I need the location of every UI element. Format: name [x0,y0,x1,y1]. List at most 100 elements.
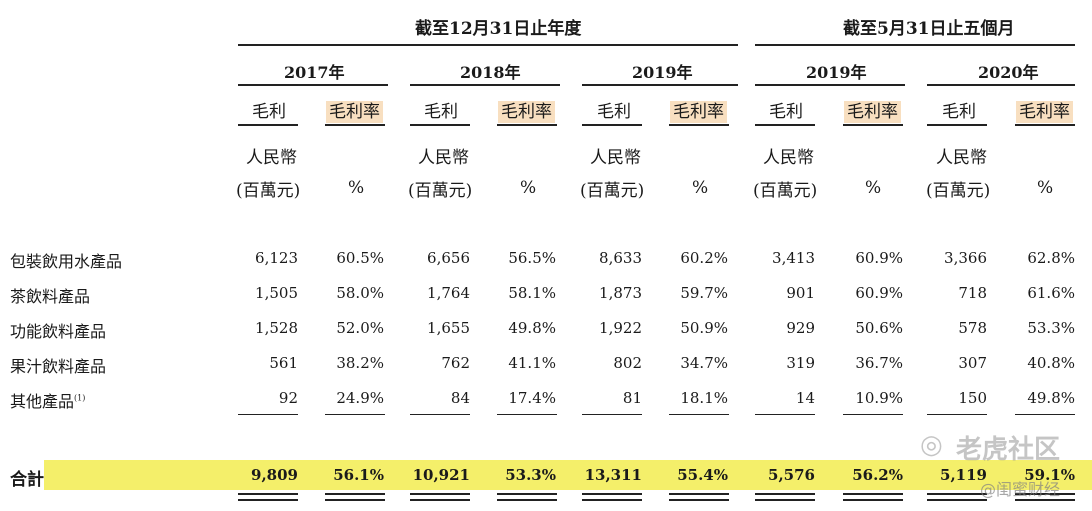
total-double-rule [497,499,557,501]
group-title-year-end: 截至12月31日止年度 [415,19,582,39]
cell-gross-margin: 58.0% [336,284,384,302]
total-gross-margin: 56.2% [852,466,903,484]
total-double-rule [238,499,298,501]
unit-rmb: 人民幣 [763,148,814,168]
unit-millions: (百萬元) [926,181,991,201]
total-double-rule [843,493,903,495]
total-gross-profit: 5,576 [768,466,815,484]
total-gross-margin: 53.3% [505,466,556,484]
total-double-rule [497,493,557,495]
cell-gross-margin: 50.9% [680,319,728,337]
unit-percent: % [348,178,365,198]
cell-gross-margin: 60.2% [680,249,728,267]
group-title-five-months: 截至5月31日止五個月 [843,19,1015,39]
sub-rule [927,124,987,126]
gross-profit-header: 毛利 [942,102,976,122]
row-label: 茶飲料產品 [10,287,91,306]
total-double-rule [410,493,470,495]
cell-gross-margin: 34.7% [680,354,728,372]
unit-rmb: 人民幣 [936,148,987,168]
cell-gross-profit: 307 [958,354,987,372]
subtotal-rule [410,414,470,415]
cell-gross-profit: 561 [269,354,298,372]
sub-rule [1015,124,1075,126]
cell-gross-profit: 150 [958,389,987,407]
year-header-2018: 2018年 [460,63,521,82]
row-label: 功能飲料產品 [10,322,107,341]
subtotal-rule [325,414,385,415]
footnote-marker: (1) [74,393,86,403]
cell-gross-margin: 24.9% [336,389,384,407]
gross-profit-header: 毛利 [769,102,803,122]
year-rule-5 [927,84,1075,86]
sub-rule [410,124,470,126]
cell-gross-profit: 81 [622,389,642,407]
total-double-rule [1015,493,1075,495]
cell-gross-margin: 49.8% [1027,389,1075,407]
total-highlight-band [44,460,1092,490]
cell-gross-profit: 84 [450,389,470,407]
subtotal-rule [582,414,642,415]
total-double-rule [238,493,298,495]
cell-gross-margin: 53.3% [1027,319,1075,337]
unit-millions: (百萬元) [753,181,818,201]
cell-gross-profit: 802 [613,354,642,372]
total-double-rule [843,499,903,501]
cell-gross-profit: 8,633 [599,249,642,267]
total-double-rule [669,499,729,501]
gross-margin-header: 毛利率 [1016,101,1073,123]
cell-gross-margin: 41.1% [508,354,556,372]
sub-rule [843,124,903,126]
gross-profit-header: 毛利 [597,102,631,122]
unit-millions: (百萬元) [408,181,473,201]
unit-millions: (百萬元) [236,181,301,201]
cell-gross-margin: 62.8% [1027,249,1075,267]
watermark-handle: @闺蜜财经 [980,480,1061,499]
total-double-rule [669,493,729,495]
cell-gross-profit: 1,505 [255,284,298,302]
cell-gross-profit: 578 [958,319,987,337]
total-double-rule [755,493,815,495]
cell-gross-profit: 718 [958,284,987,302]
total-double-rule [1015,499,1075,501]
total-double-rule [927,493,987,495]
cell-gross-margin: 40.8% [1027,354,1075,372]
cell-gross-margin: 49.8% [508,319,556,337]
gross-margin-header: 毛利率 [670,101,727,123]
row-label: 其他產品(1) [10,392,86,411]
cell-gross-profit: 3,366 [944,249,987,267]
gross-margin-header: 毛利率 [498,101,555,123]
cell-gross-margin: 60.9% [855,284,903,302]
year-rule-3 [582,84,738,86]
group-rule-2 [755,44,1075,46]
gross-margin-header: 毛利率 [844,101,901,123]
total-gross-profit: 10,921 [412,466,470,484]
total-double-rule [325,499,385,501]
total-double-rule [410,499,470,501]
subtotal-rule [927,414,987,415]
cell-gross-margin: 60.9% [855,249,903,267]
cell-gross-profit: 1,764 [427,284,470,302]
unit-rmb: 人民幣 [418,148,469,168]
cell-gross-profit: 6,656 [427,249,470,267]
unit-rmb: 人民幣 [590,148,641,168]
total-gross-profit: 13,311 [584,466,642,484]
sub-rule [582,124,642,126]
total-double-rule [755,499,815,501]
group-rule-1 [238,44,738,46]
cell-gross-margin: 50.6% [855,319,903,337]
subtotal-rule [755,414,815,415]
cell-gross-margin: 18.1% [680,389,728,407]
row-label: 包裝飲用水產品 [10,252,123,271]
year-rule-1 [238,84,388,86]
year-rule-2 [410,84,560,86]
total-gross-margin: 55.4% [677,466,728,484]
total-gross-profit: 9,809 [251,466,298,484]
gross-profit-header: 毛利 [424,102,458,122]
unit-percent: % [1037,178,1054,198]
subtotal-rule [497,414,557,415]
subtotal-rule [238,414,298,415]
unit-percent: % [520,178,537,198]
cell-gross-profit: 14 [795,389,815,407]
cell-gross-profit: 929 [786,319,815,337]
